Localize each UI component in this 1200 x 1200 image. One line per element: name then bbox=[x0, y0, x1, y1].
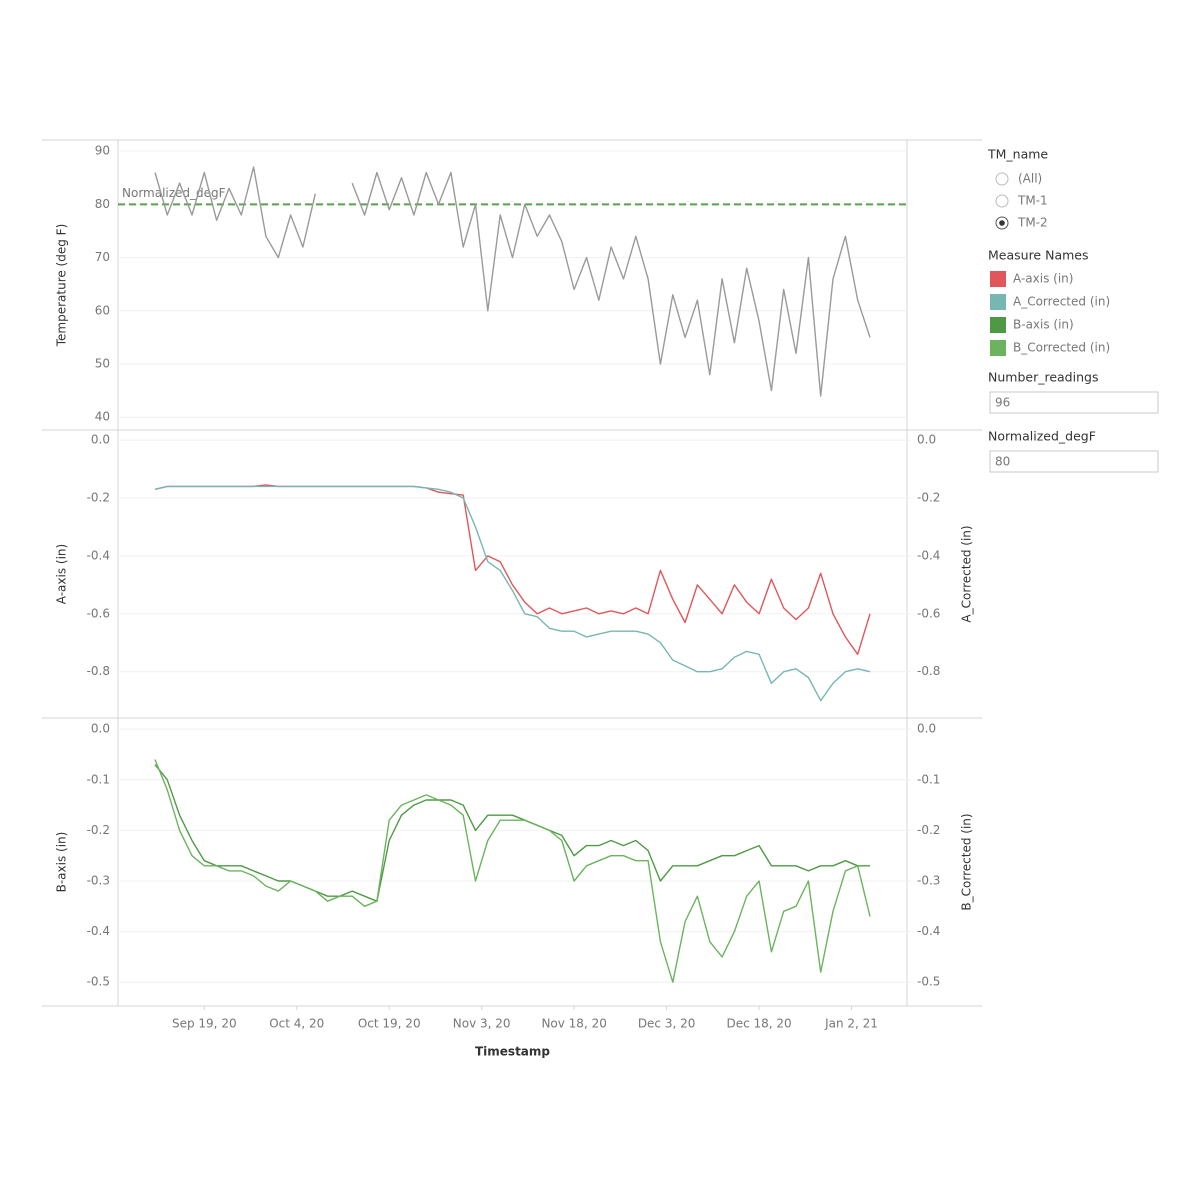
parameter-value[interactable]: 80 bbox=[995, 455, 1010, 469]
parameter-title: Number_readings bbox=[988, 370, 1098, 385]
data-line bbox=[154, 485, 871, 702]
y2-axis-title: A_Corrected (in) bbox=[960, 525, 974, 622]
y2-tick-label: -0.8 bbox=[917, 664, 940, 678]
y-tick-label: 60 bbox=[95, 303, 110, 317]
y-tick-label: 0.0 bbox=[91, 722, 110, 736]
y-tick-label: 70 bbox=[95, 250, 110, 264]
x-tick-label: Oct 19, 20 bbox=[358, 1017, 421, 1031]
data-line bbox=[154, 166, 871, 397]
legend-label[interactable]: A_Corrected (in) bbox=[1013, 295, 1110, 309]
y-tick-label: -0.3 bbox=[87, 873, 110, 887]
y-axis-title: A-axis (in) bbox=[55, 544, 69, 604]
legend-swatch[interactable] bbox=[990, 294, 1006, 310]
parameter-input[interactable] bbox=[989, 450, 1159, 473]
y-tick-label: -0.6 bbox=[87, 606, 110, 620]
legend-label[interactable]: A-axis (in) bbox=[1013, 272, 1073, 286]
y2-tick-label: 0.0 bbox=[917, 722, 936, 736]
legend-title: Measure Names bbox=[988, 248, 1089, 263]
y2-tick-label: -0.4 bbox=[917, 548, 940, 562]
y-tick-label: -0.2 bbox=[87, 823, 110, 837]
y2-tick-label: 0.0 bbox=[917, 433, 936, 447]
x-tick-label: Sep 19, 20 bbox=[172, 1017, 237, 1031]
parameter-title: Normalized_degF bbox=[988, 429, 1096, 444]
y-tick-label: 40 bbox=[95, 410, 110, 424]
x-tick-label: Dec 18, 20 bbox=[726, 1017, 791, 1031]
parameter-value[interactable]: 96 bbox=[995, 396, 1010, 410]
y2-tick-label: -0.6 bbox=[917, 606, 940, 620]
radio-label[interactable]: TM-1 bbox=[1017, 194, 1048, 208]
y-tick-label: -0.8 bbox=[87, 664, 110, 678]
radio-label[interactable]: TM-2 bbox=[1017, 216, 1048, 230]
y-tick-label: 50 bbox=[95, 357, 110, 371]
legend-label[interactable]: B_Corrected (in) bbox=[1013, 341, 1110, 355]
y-tick-label: -0.4 bbox=[87, 548, 110, 562]
legend-swatch[interactable] bbox=[990, 317, 1006, 333]
y-axis-title: B-axis (in) bbox=[55, 832, 69, 893]
x-tick-label: Nov 3, 20 bbox=[453, 1017, 511, 1031]
legend-label[interactable]: B-axis (in) bbox=[1013, 318, 1074, 332]
y-tick-label: 80 bbox=[95, 197, 110, 211]
x-tick-label: Nov 18, 20 bbox=[541, 1017, 606, 1031]
data-line bbox=[154, 764, 870, 902]
filter-title: TM_name bbox=[987, 147, 1048, 162]
y2-tick-label: -0.4 bbox=[917, 924, 940, 938]
x-axis-title: Timestamp bbox=[475, 1045, 550, 1059]
y-tick-label: -0.1 bbox=[87, 772, 110, 786]
data-line bbox=[154, 759, 871, 983]
radio-button[interactable] bbox=[995, 172, 1009, 186]
y2-tick-label: -0.5 bbox=[917, 975, 940, 989]
legend-swatch[interactable] bbox=[990, 271, 1006, 287]
radio-button[interactable] bbox=[995, 194, 1009, 208]
x-tick-label: Dec 3, 20 bbox=[638, 1017, 696, 1031]
y-tick-label: -0.2 bbox=[87, 491, 110, 505]
y2-tick-label: -0.2 bbox=[917, 823, 940, 837]
x-tick-label: Jan 2, 21 bbox=[824, 1017, 878, 1031]
radio-dot[interactable] bbox=[999, 220, 1005, 226]
parameter-input[interactable] bbox=[989, 391, 1159, 414]
y-tick-label: -0.4 bbox=[87, 924, 110, 938]
y-tick-label: 0.0 bbox=[91, 433, 110, 447]
y2-tick-label: -0.3 bbox=[917, 873, 940, 887]
y2-axis-title: B_Corrected (in) bbox=[960, 813, 974, 910]
y-tick-label: -0.5 bbox=[87, 975, 110, 989]
y2-tick-label: -0.1 bbox=[917, 772, 940, 786]
x-tick-label: Oct 4, 20 bbox=[269, 1017, 324, 1031]
legend-swatch[interactable] bbox=[990, 340, 1006, 356]
y-tick-label: 90 bbox=[95, 144, 110, 158]
y-axis-title: Temperature (deg F) bbox=[55, 224, 69, 348]
radio-label[interactable]: (All) bbox=[1018, 172, 1042, 186]
y2-tick-label: -0.2 bbox=[917, 491, 940, 505]
